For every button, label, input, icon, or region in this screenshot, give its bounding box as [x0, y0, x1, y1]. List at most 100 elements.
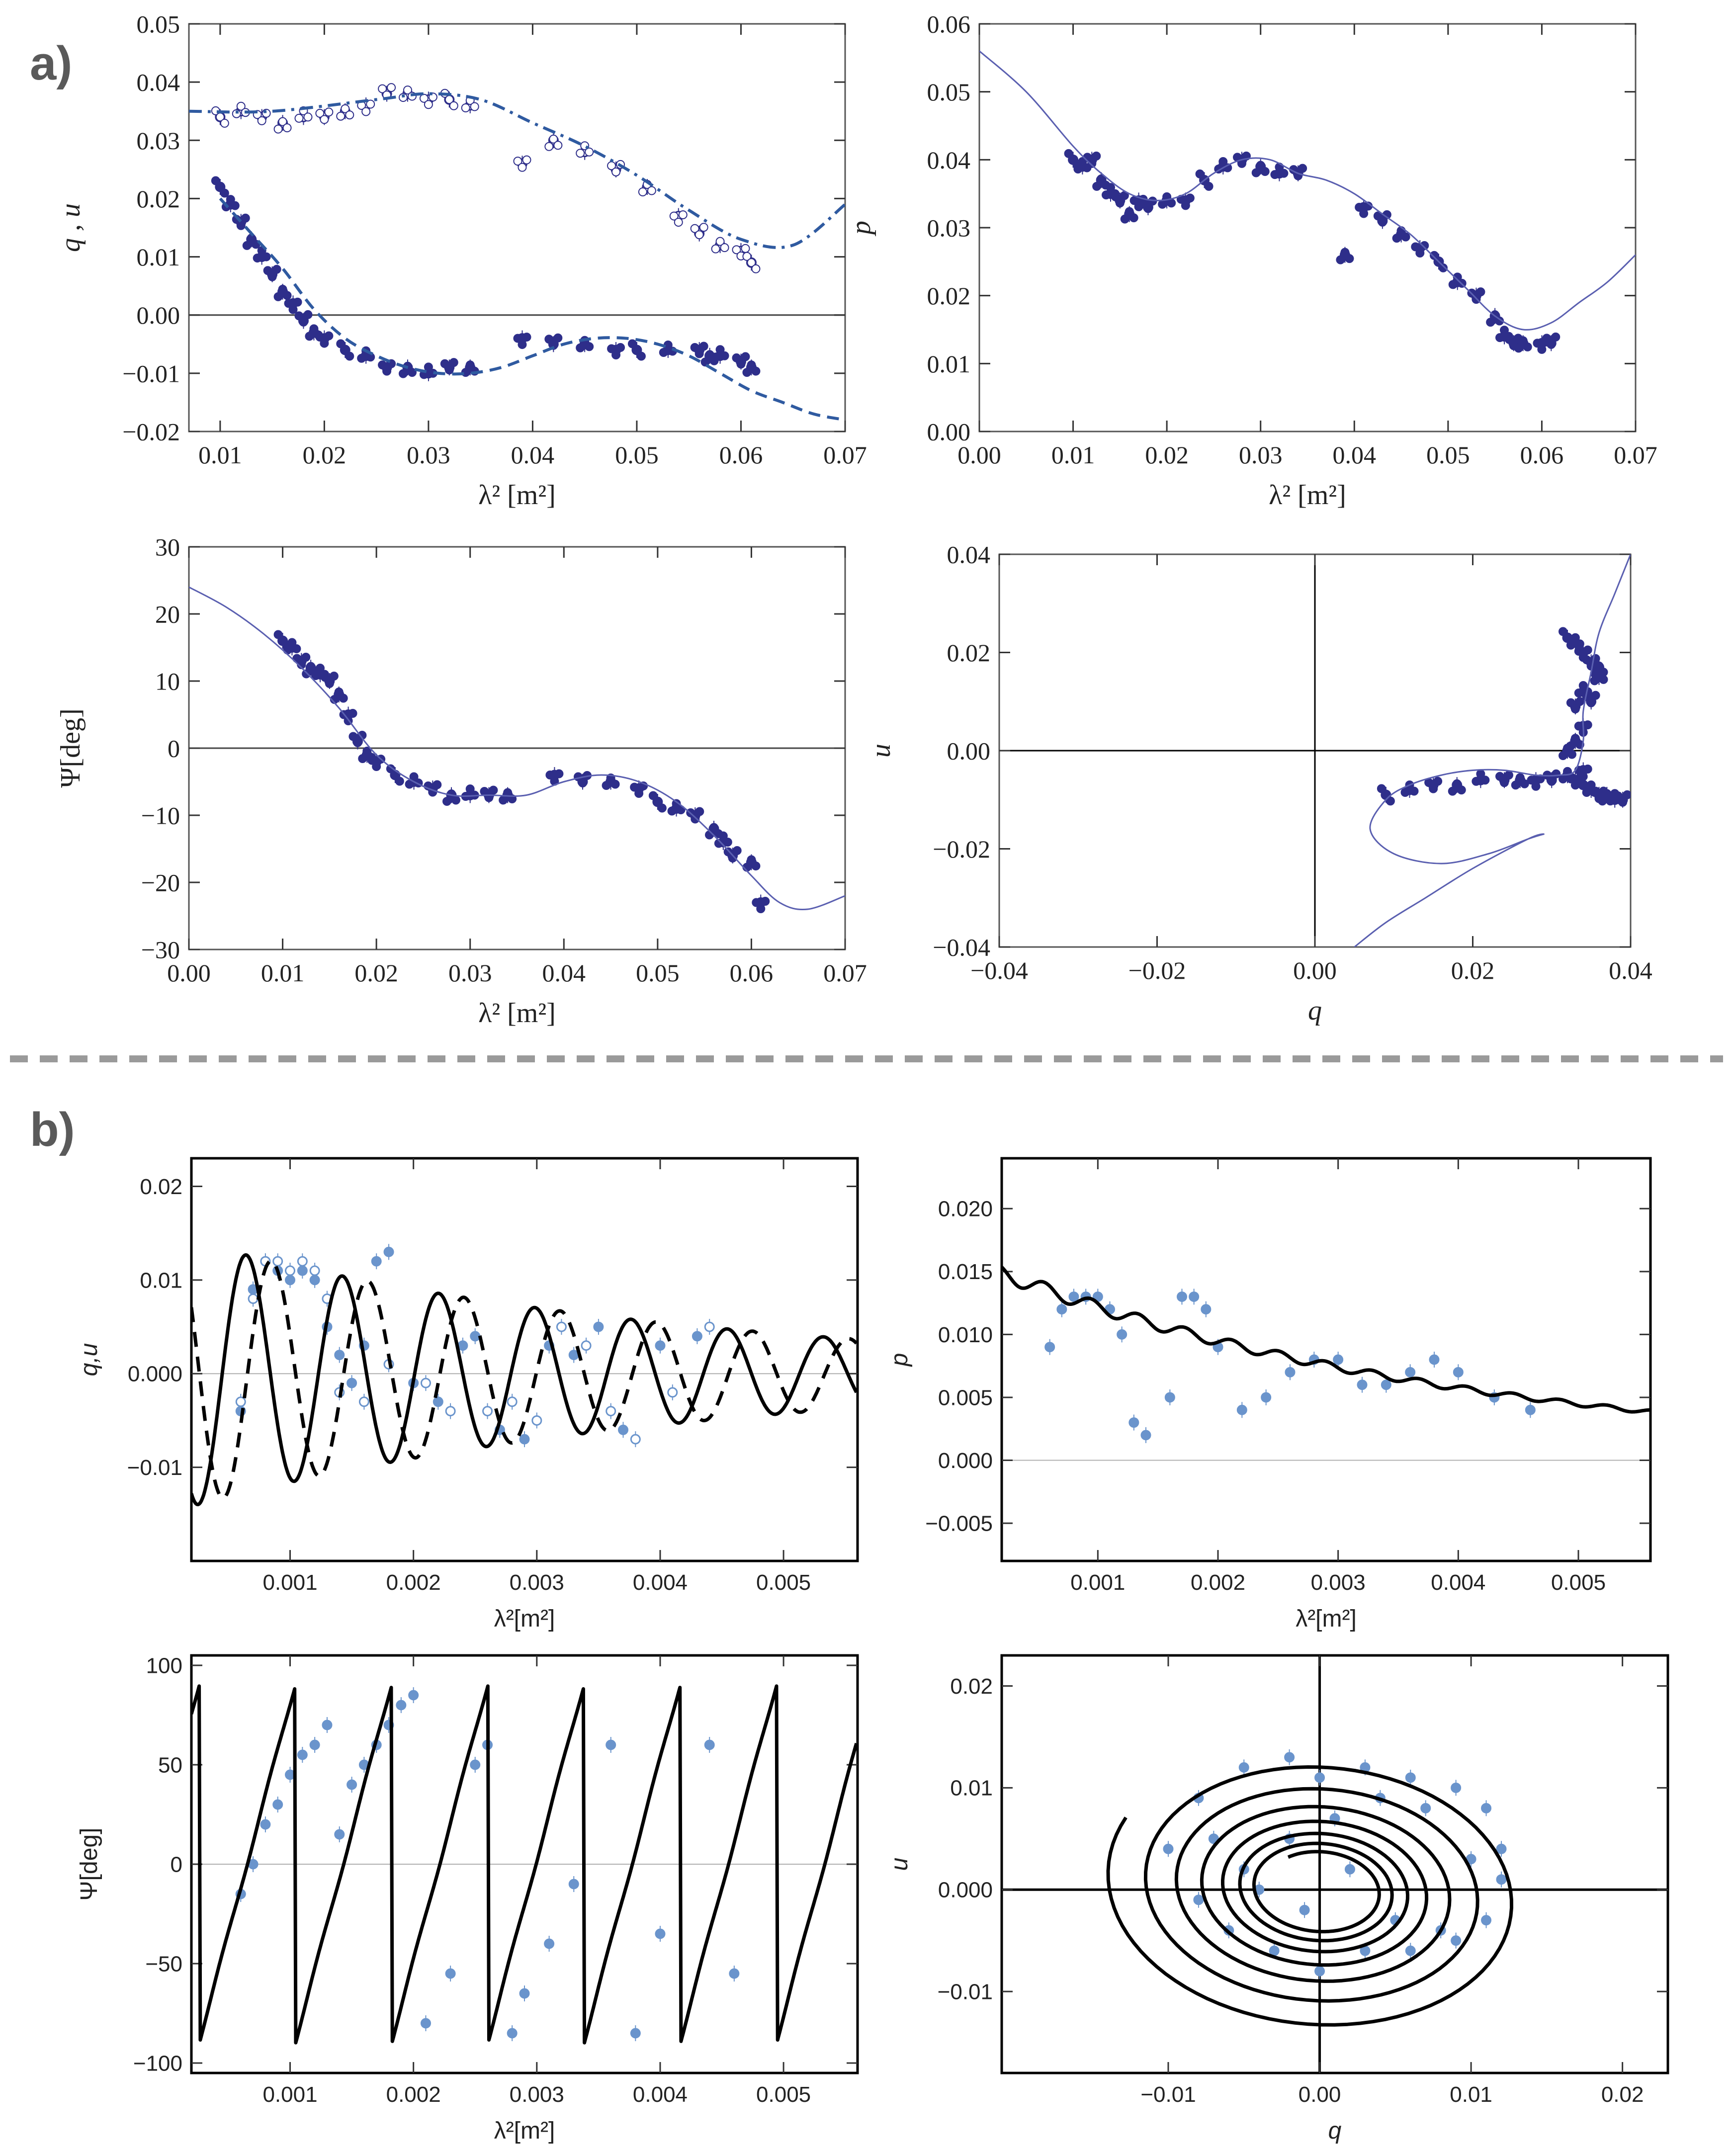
x-tick-label: 0.00 [167, 959, 211, 987]
data-point [568, 1879, 579, 1890]
data-point [1598, 796, 1607, 806]
data-point [711, 244, 720, 254]
data-point [585, 147, 594, 157]
data-point [1481, 1803, 1492, 1813]
data-point [470, 102, 479, 111]
data-point [1430, 251, 1439, 260]
data-point [1566, 698, 1575, 707]
data-point [1068, 1291, 1079, 1302]
data-point [751, 264, 761, 273]
y-tick-label: 20 [155, 601, 180, 628]
data-point [320, 339, 329, 348]
data-point [507, 2028, 518, 2039]
y-tick-label: 0.01 [137, 243, 180, 271]
data-point [1599, 675, 1608, 684]
data-point [1453, 1367, 1464, 1378]
data-point [1129, 213, 1138, 223]
data-point [1486, 318, 1495, 327]
data-point [1566, 640, 1575, 650]
data-point [1453, 272, 1462, 282]
data-point [1092, 181, 1102, 191]
y-tick-label: 10 [155, 668, 180, 695]
data-point [691, 814, 700, 824]
data-point [449, 101, 458, 110]
data-point [752, 898, 761, 907]
data-point [747, 258, 756, 267]
data-point [694, 349, 704, 358]
data-point [1164, 1392, 1175, 1403]
data-point [294, 113, 304, 123]
chart-b4: −0.01 0.00 0.01 0.02 −0.01 0.000 0.01 0.02 q u [886, 1654, 1669, 2144]
data-point [715, 237, 725, 246]
data-point [1163, 1843, 1174, 1854]
data-point [303, 310, 313, 319]
data-point [1433, 776, 1443, 786]
data-point [367, 756, 377, 765]
data-point [1500, 778, 1509, 787]
data-point [667, 1387, 678, 1398]
data-point [1204, 181, 1213, 191]
data-point [386, 764, 395, 774]
data-point [1582, 788, 1591, 797]
x-tick-label: 0.06 [1520, 441, 1564, 469]
y-tick-label: 0.06 [927, 10, 971, 38]
data-point [248, 1294, 259, 1304]
data-point [576, 149, 585, 158]
y-tick-label: −100 [133, 2051, 182, 2075]
data-point [678, 210, 688, 220]
data-point [1574, 689, 1583, 697]
x-axis-label: λ² [m²] [1269, 480, 1346, 511]
data-point [1496, 1874, 1507, 1885]
data-point [554, 769, 564, 778]
y-tick-label: 0.04 [137, 69, 180, 96]
y-tick-label: −0.02 [933, 835, 990, 863]
x-tick-label: 0.00 [1293, 956, 1337, 984]
data-point [1298, 164, 1307, 173]
x-tick-label: 0.07 [823, 959, 867, 987]
data-point [445, 1968, 456, 1979]
data-point [316, 664, 325, 673]
data-point [549, 134, 558, 144]
data-point [1400, 788, 1410, 797]
y-tick-label: −0.02 [122, 418, 180, 446]
data-point [1559, 627, 1567, 636]
plot-area [189, 83, 845, 422]
data-point [1357, 1380, 1368, 1390]
plot-area [1002, 1266, 1650, 1443]
x-tick-label: 0.003 [510, 2082, 564, 2107]
data-point [704, 1739, 715, 1750]
series-p-model [979, 50, 1636, 331]
x-tick-label: 0.01 [1450, 2082, 1492, 2107]
data-point [709, 823, 718, 832]
data-point [659, 348, 668, 357]
panel-b-label: b) [30, 1103, 75, 1156]
data-point [297, 1256, 308, 1267]
y-axis-label: q , u [55, 203, 86, 252]
data-point [1547, 776, 1557, 786]
data-point [723, 838, 732, 847]
data-point [1386, 796, 1395, 806]
y-tick-label: 0.00 [137, 301, 180, 329]
x-tick-label: 0.002 [386, 2082, 441, 2107]
data-point [409, 772, 419, 781]
x-tick-label: −0.02 [1128, 956, 1186, 984]
data-point [720, 351, 729, 360]
data-point [1570, 633, 1580, 642]
data-point [610, 779, 620, 789]
data-point [433, 1396, 443, 1407]
data-point [287, 638, 297, 647]
data-point [1623, 790, 1631, 799]
data-point [345, 351, 354, 361]
x-tick-label: 0.03 [448, 959, 492, 987]
data-point [1452, 779, 1462, 788]
y-tick-label: 0.00 [927, 418, 971, 446]
data-point [309, 324, 319, 334]
data-point [320, 673, 330, 682]
data-point [695, 807, 704, 816]
data-point [1582, 655, 1591, 665]
data-point [324, 331, 334, 341]
data-point [336, 339, 346, 348]
data-point [334, 688, 344, 696]
y-tick-label: 0.02 [950, 1674, 993, 1699]
data-point [736, 359, 746, 369]
